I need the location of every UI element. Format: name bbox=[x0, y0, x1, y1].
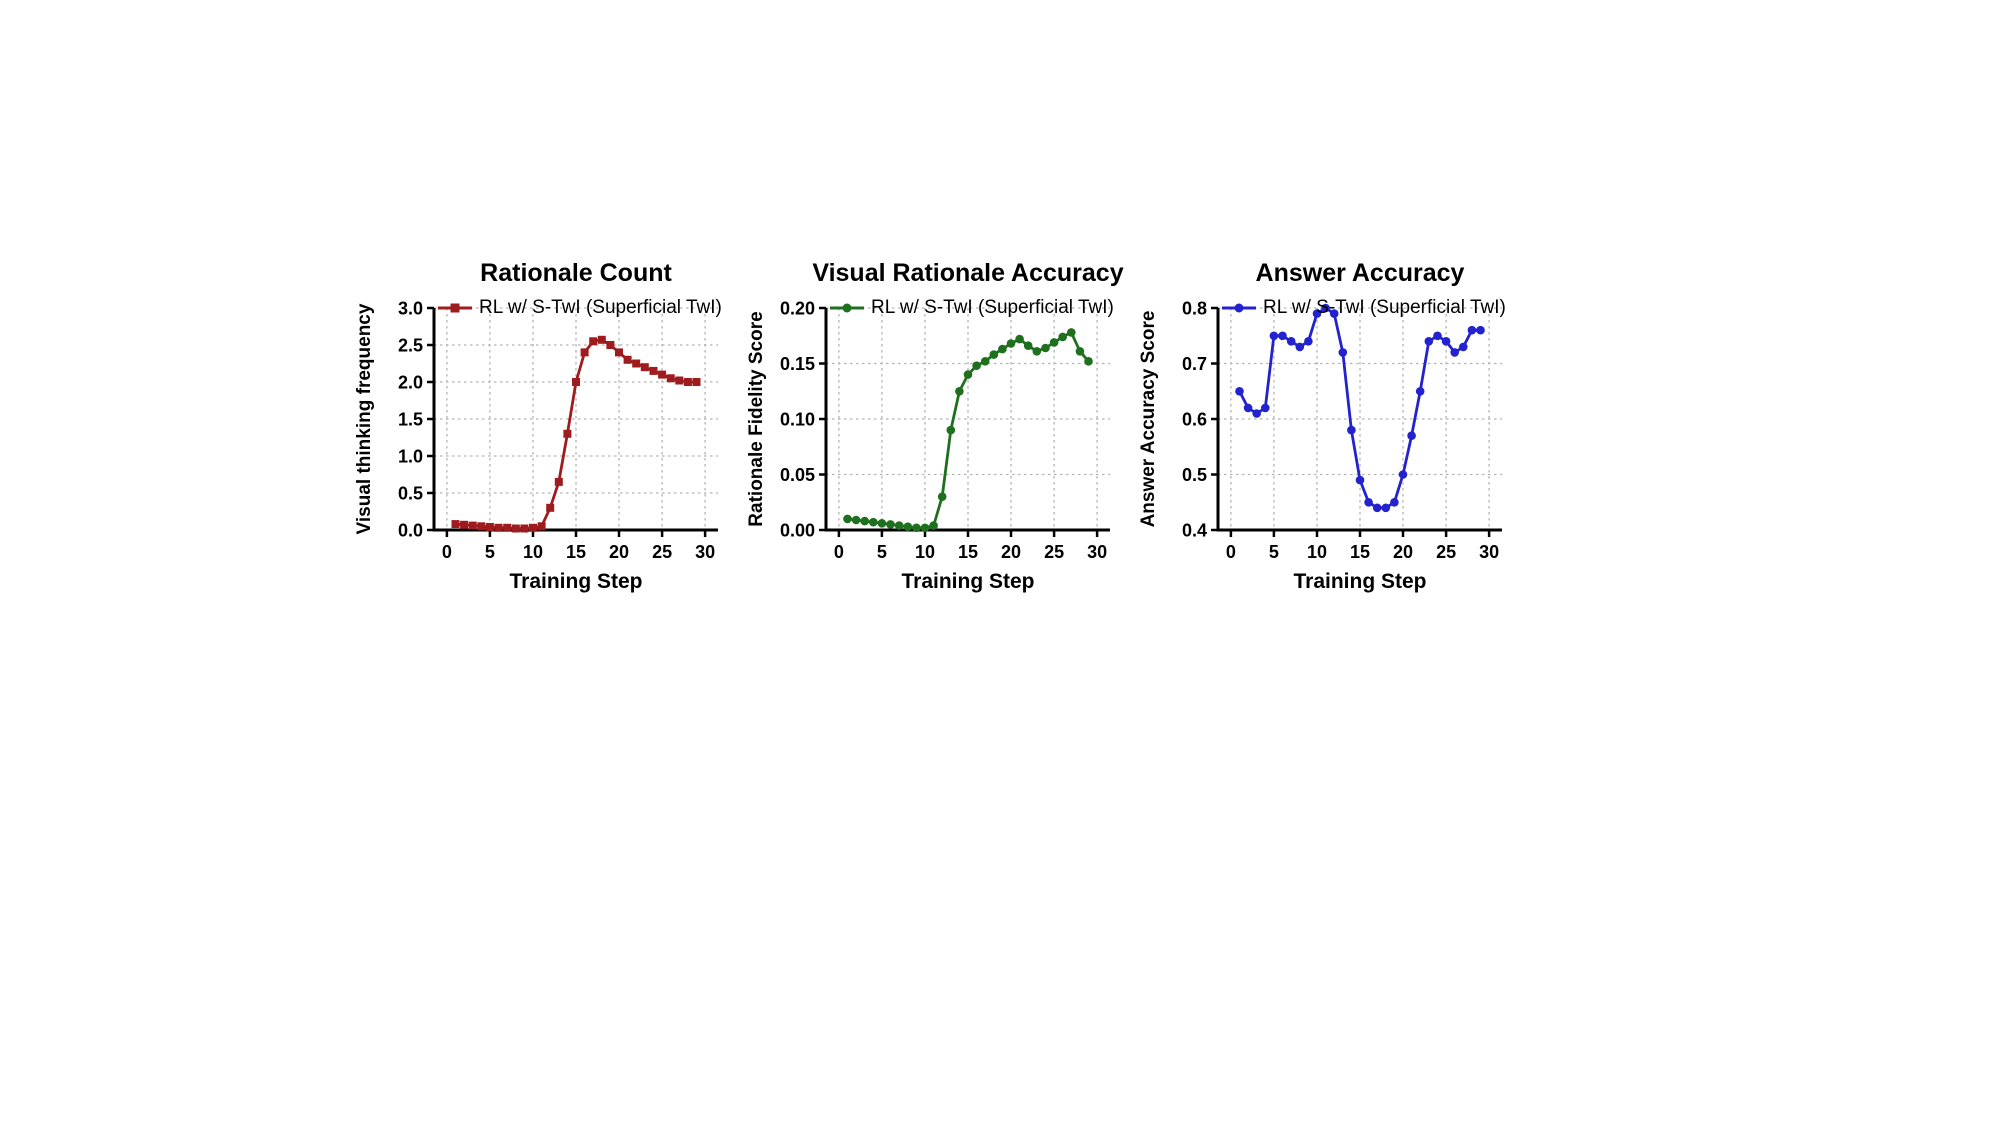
legend: RL w/ S-TwI (Superficial TwI) bbox=[1222, 297, 1506, 319]
svg-text:25: 25 bbox=[652, 542, 672, 562]
legend-marker-icon bbox=[1222, 301, 1256, 315]
svg-text:0.05: 0.05 bbox=[780, 465, 815, 485]
chart-title: Rationale Count bbox=[480, 259, 672, 287]
svg-text:30: 30 bbox=[1087, 542, 1107, 562]
svg-text:0.5: 0.5 bbox=[398, 484, 423, 504]
legend-marker-icon bbox=[438, 301, 472, 315]
svg-text:5: 5 bbox=[485, 542, 495, 562]
svg-text:0.7: 0.7 bbox=[1182, 354, 1207, 374]
plot-svg: 0 5 10 15 20 25 30 0.0 0.5 1.0 1.5 2.0 2.5 3.0 bbox=[398, 299, 718, 562]
svg-text:1.5: 1.5 bbox=[398, 410, 423, 430]
svg-text:0: 0 bbox=[1226, 542, 1236, 562]
svg-text:0.15: 0.15 bbox=[780, 354, 815, 374]
x-axis-title: Training Step bbox=[1293, 570, 1427, 593]
svg-text:25: 25 bbox=[1044, 542, 1064, 562]
svg-text:1.0: 1.0 bbox=[398, 447, 423, 467]
charts-row: Rationale Count Visual thinking frequenc… bbox=[352, 256, 1516, 594]
svg-text:5: 5 bbox=[877, 542, 887, 562]
svg-text:20: 20 bbox=[1393, 542, 1413, 562]
svg-text:0.6: 0.6 bbox=[1182, 410, 1207, 430]
svg-text:25: 25 bbox=[1436, 542, 1456, 562]
svg-text:2.0: 2.0 bbox=[398, 373, 423, 393]
plot-area: Rationale Fidelity Score 0 5 10 15 20 25 30 0.0… bbox=[744, 294, 1124, 574]
svg-text:3.0: 3.0 bbox=[398, 299, 423, 319]
x-axis-title: Training Step bbox=[901, 570, 1035, 593]
svg-text:0.8: 0.8 bbox=[1182, 299, 1207, 319]
legend-marker-icon bbox=[830, 301, 864, 315]
svg-text:15: 15 bbox=[1350, 542, 1370, 562]
svg-text:0.00: 0.00 bbox=[780, 521, 815, 541]
svg-text:20: 20 bbox=[1001, 542, 1021, 562]
svg-text:0: 0 bbox=[834, 542, 844, 562]
svg-text:0.5: 0.5 bbox=[1182, 465, 1207, 485]
chart-rationale-count: Rationale Count Visual thinking frequenc… bbox=[352, 256, 732, 594]
svg-text:5: 5 bbox=[1269, 542, 1279, 562]
svg-text:0.10: 0.10 bbox=[780, 410, 815, 430]
chart-visual-rationale-accuracy: Visual Rationale Accuracy Rationale Fide… bbox=[744, 256, 1124, 594]
legend: RL w/ S-TwI (Superficial TwI) bbox=[830, 297, 1114, 319]
svg-text:10: 10 bbox=[523, 542, 543, 562]
svg-text:0.4: 0.4 bbox=[1182, 521, 1207, 541]
svg-text:30: 30 bbox=[1479, 542, 1499, 562]
svg-text:10: 10 bbox=[1307, 542, 1327, 562]
plot-area: Visual thinking frequency 0 5 10 15 20 25 30 0.… bbox=[352, 294, 732, 574]
svg-text:15: 15 bbox=[958, 542, 978, 562]
plot-svg: 0 5 10 15 20 25 30 0.00 0.05 0.10 0.15 0.20 bbox=[780, 299, 1110, 562]
chart-title: Answer Accuracy bbox=[1255, 259, 1465, 287]
svg-text:0.0: 0.0 bbox=[398, 521, 423, 541]
svg-text:0: 0 bbox=[442, 542, 452, 562]
svg-text:10: 10 bbox=[915, 542, 935, 562]
chart-title: Visual Rationale Accuracy bbox=[812, 259, 1124, 287]
y-axis-title: Rationale Fidelity Score bbox=[746, 311, 767, 527]
y-axis-title: Answer Accuracy Score bbox=[1138, 310, 1159, 528]
svg-text:15: 15 bbox=[566, 542, 586, 562]
svg-text:30: 30 bbox=[695, 542, 715, 562]
chart-answer-accuracy: Answer Accuracy Answer Accuracy Score 0 5… bbox=[1136, 256, 1516, 594]
x-axis-title: Training Step bbox=[509, 570, 643, 593]
legend-label: RL w/ S-TwI (Superficial TwI) bbox=[479, 297, 722, 318]
legend-label: RL w/ S-TwI (Superficial TwI) bbox=[1263, 297, 1506, 318]
legend-label: RL w/ S-TwI (Superficial TwI) bbox=[871, 297, 1114, 318]
y-axis-title: Visual thinking frequency bbox=[354, 303, 375, 535]
legend: RL w/ S-TwI (Superficial TwI) bbox=[438, 297, 722, 319]
svg-text:2.5: 2.5 bbox=[398, 336, 423, 356]
plot-area: Answer Accuracy Score 0 5 10 15 20 25 30 0.4 0.5… bbox=[1136, 294, 1516, 574]
svg-text:0.20: 0.20 bbox=[780, 299, 815, 319]
plot-svg: 0 5 10 15 20 25 30 0.4 0.5 0.6 0.7 0.8 bbox=[1182, 299, 1502, 562]
svg-text:20: 20 bbox=[609, 542, 629, 562]
